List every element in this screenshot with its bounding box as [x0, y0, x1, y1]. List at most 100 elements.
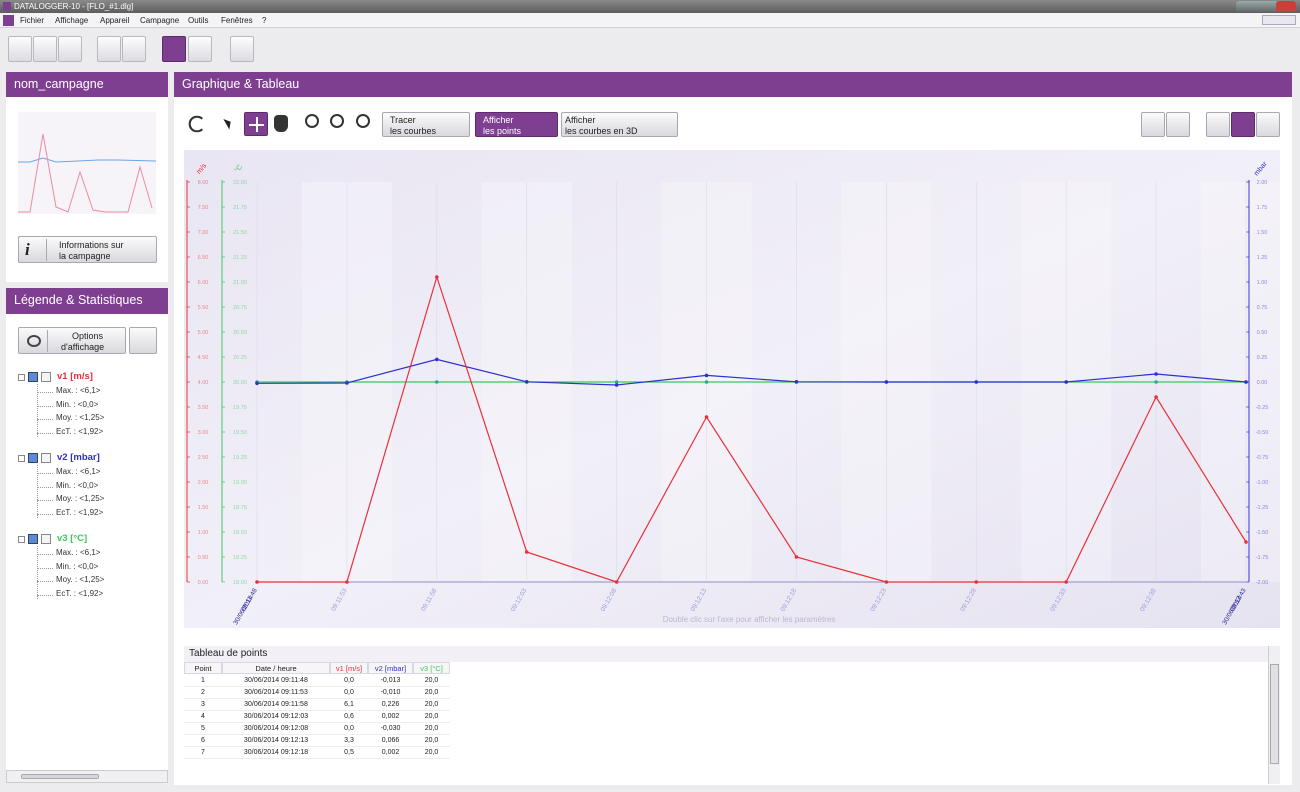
data-point [524, 550, 529, 554]
database-button[interactable] [188, 36, 212, 62]
button-label: Afficher [483, 115, 514, 125]
layout-button[interactable] [1141, 112, 1165, 137]
y-tick-label: 1.00 [1257, 280, 1268, 286]
table-cell: 0,0 [330, 675, 368, 687]
style-checkbox[interactable] [41, 534, 51, 544]
y-tick-label: 22.00 [233, 180, 247, 186]
preview-button[interactable] [97, 36, 121, 62]
y-tick-label: 20.00 [233, 380, 247, 386]
series-line [256, 358, 1247, 386]
points-table-area: Tableau de points Point Date / heure v1 [m… [184, 646, 1280, 784]
table-cell: 20,0 [413, 687, 450, 699]
y-tick-label: 20.75 [233, 305, 247, 311]
tree-toggle[interactable] [18, 374, 25, 381]
campaign-panel: i Informations sur la campagne [6, 97, 168, 282]
close-button[interactable] [1276, 1, 1296, 12]
graph-table-button[interactable] [1256, 112, 1280, 137]
tree-line [37, 567, 53, 569]
stat-line: Max. : <6,1> [56, 548, 101, 557]
tree-line [37, 392, 53, 393]
tree-toggle[interactable] [18, 455, 25, 462]
sort-button[interactable] [129, 327, 157, 354]
y-tick-label: 0.75 [1257, 305, 1268, 311]
pointer-button[interactable] [220, 113, 240, 135]
data-point [435, 357, 439, 362]
pan-button[interactable] [274, 115, 288, 132]
info-button[interactable]: i Informations sur la campagne [18, 236, 157, 263]
menu-item[interactable]: Appareil [100, 16, 130, 25]
panel-header: nom_campagne [6, 72, 168, 97]
y-tick-label: 18.50 [233, 530, 247, 536]
settings-button[interactable] [230, 36, 254, 62]
tree-line [37, 419, 53, 420]
data-point [435, 275, 439, 279]
zoom-out-button[interactable] [330, 114, 344, 128]
y-tick-label: 18.00 [233, 580, 247, 586]
crosshair-button[interactable] [244, 112, 268, 136]
table-view-button[interactable] [1231, 112, 1255, 137]
stat-line: Min. : <0,0> [56, 480, 99, 490]
graph-view-button[interactable] [1206, 112, 1230, 137]
column-header: v2 [mbar] [368, 662, 413, 674]
table-cell: -0,010 [368, 687, 413, 699]
y-tick-label: -0.25 [1256, 405, 1269, 411]
y-tick-label: 6.00 [198, 280, 209, 286]
show-points-button[interactable]: Afficher les points [475, 112, 558, 137]
table-cell: 2 [184, 687, 222, 699]
y-tick-label: -2.00 [1256, 580, 1269, 586]
stat-line: Moy. : <1,25> [56, 494, 105, 503]
stat-line: Moy. : <1,25> [56, 575, 105, 584]
visibility-checkbox[interactable] [28, 372, 38, 382]
y-tick-label: -1.25 [1256, 505, 1269, 511]
save-button[interactable] [33, 36, 57, 62]
tree-line [37, 384, 38, 437]
data-point [1154, 380, 1158, 384]
visibility-checkbox[interactable] [28, 534, 38, 544]
data-point [974, 380, 979, 384]
style-checkbox[interactable] [41, 372, 51, 382]
vertical-scrollbar[interactable] [1268, 646, 1280, 784]
device-button[interactable] [162, 36, 186, 62]
options-button[interactable]: Options d'affichage [18, 327, 126, 354]
y-tick-label: 21.00 [233, 280, 247, 286]
scroll-thumb[interactable] [21, 774, 99, 779]
mdi-controls[interactable] [1262, 15, 1296, 25]
menu-item[interactable]: Outils [188, 16, 209, 25]
save-as-button[interactable] [58, 36, 82, 62]
tree-line [37, 405, 53, 407]
horizontal-scrollbar[interactable] [6, 770, 168, 783]
menu-item[interactable]: Fichier [20, 16, 45, 25]
scroll-thumb[interactable] [1270, 664, 1279, 764]
menu-item[interactable]: Affichage [55, 16, 89, 25]
draw-curves-button[interactable]: Tracer les courbes [382, 112, 470, 137]
curves-3d-button[interactable]: Afficher les courbes en 3D [561, 112, 678, 137]
stat-line: EcT. : <1,92> [56, 426, 104, 436]
menu-item[interactable]: ? [262, 16, 267, 25]
data-point [345, 381, 349, 385]
y-tick-label: 2.00 [198, 480, 209, 486]
tree-toggle[interactable] [18, 536, 25, 543]
table-cell: 30/06/2014 09:12:08 [222, 723, 330, 735]
table-cell: 3 [184, 699, 222, 711]
y-tick-label: 20.50 [233, 330, 247, 336]
y-tick-label: 19.25 [233, 455, 247, 461]
refresh-button[interactable] [188, 115, 206, 133]
visibility-checkbox[interactable] [28, 453, 38, 463]
window-controls[interactable] [1236, 1, 1296, 12]
print-button[interactable] [122, 36, 146, 62]
zoom-reset-button[interactable] [356, 114, 370, 128]
table-cell: 0,002 [368, 711, 413, 723]
y-tick-label: 6.50 [198, 255, 209, 261]
data-point [1244, 540, 1248, 544]
stat-line: Min. : <0,0> [56, 399, 99, 409]
zoom-in-button[interactable] [305, 114, 319, 128]
table-cell: 4 [184, 711, 222, 723]
layout-button[interactable] [1166, 112, 1190, 137]
style-checkbox[interactable] [41, 453, 51, 463]
data-point [614, 383, 619, 387]
data-point [1244, 380, 1248, 384]
open-button[interactable] [8, 36, 32, 62]
menu-item[interactable]: Fenêtres [221, 16, 253, 25]
tree-line [37, 432, 53, 434]
menu-item[interactable]: Campagne [140, 16, 180, 25]
